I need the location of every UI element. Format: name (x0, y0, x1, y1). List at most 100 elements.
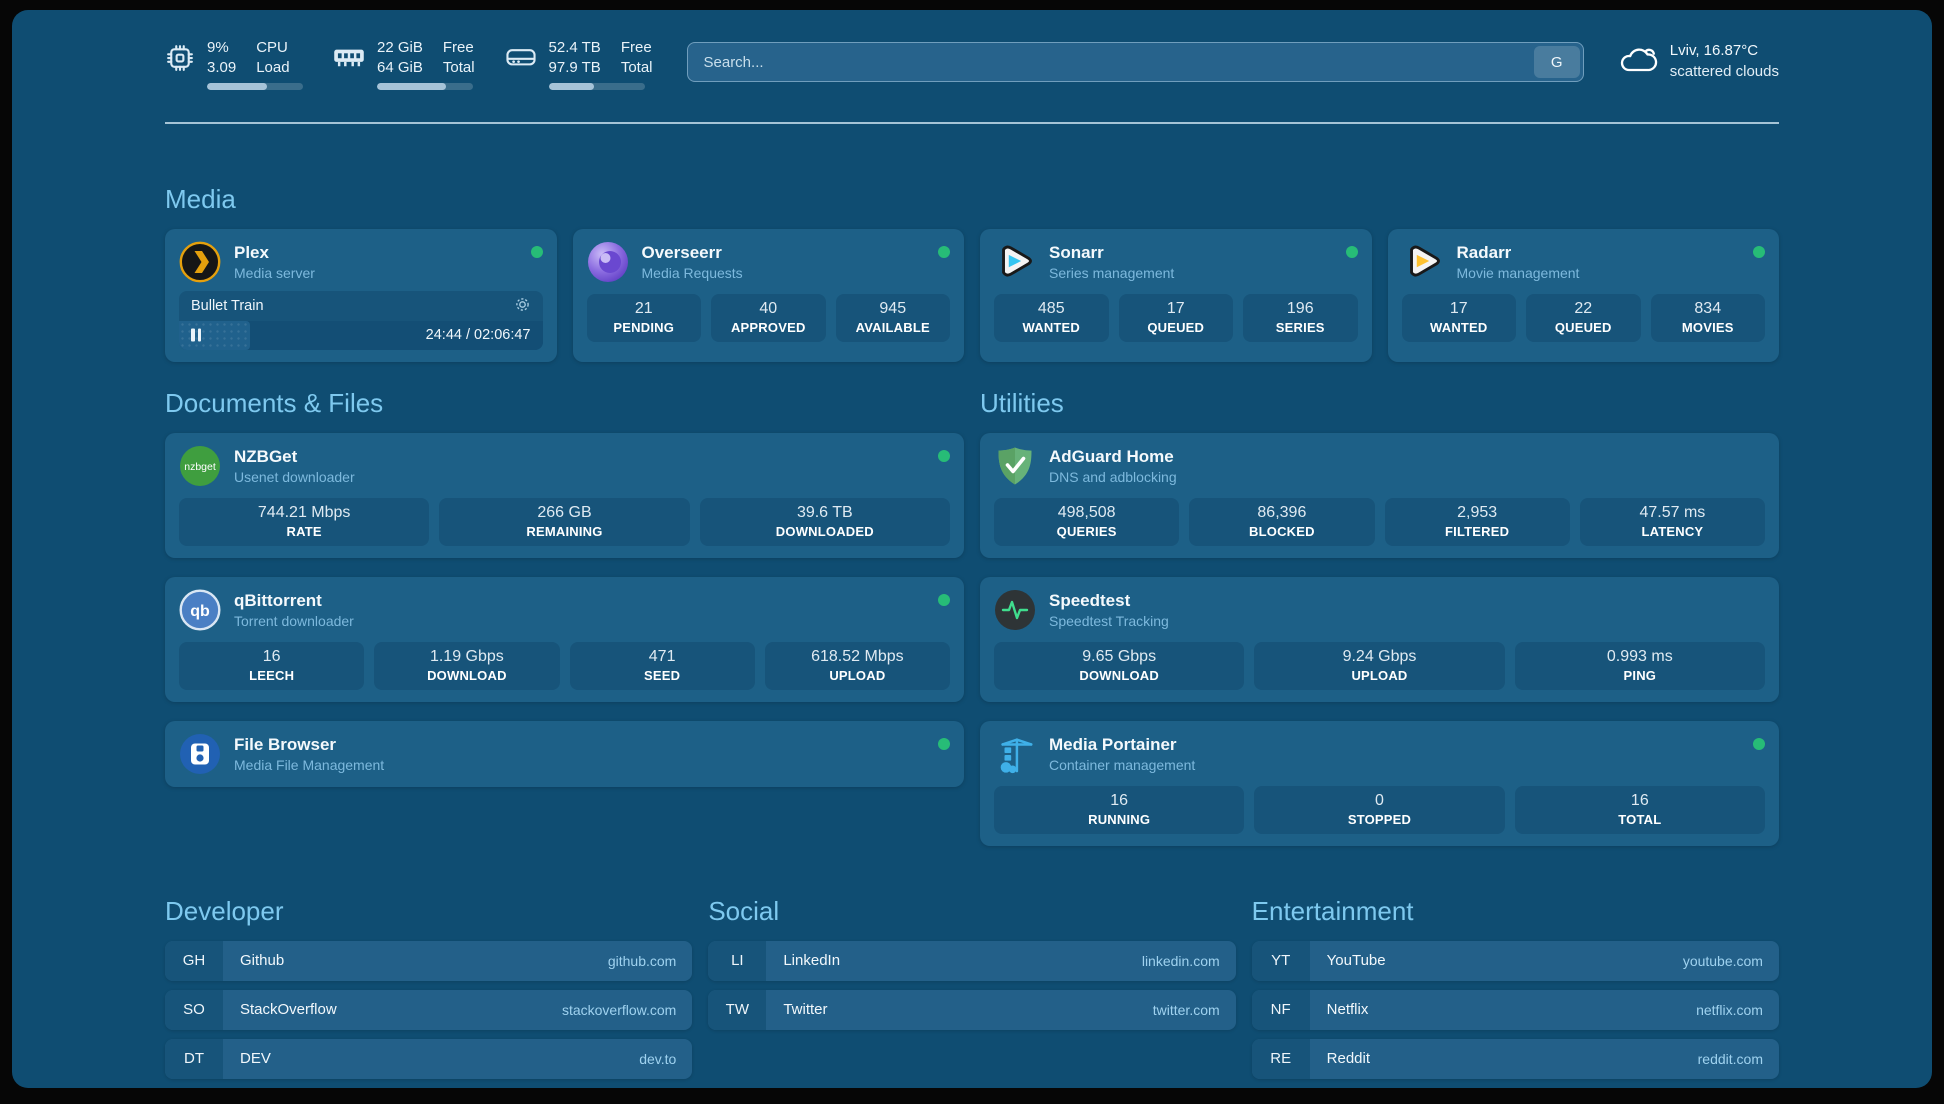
bookmark-abbr: GH (165, 940, 223, 981)
section-title-social: Social (708, 895, 780, 926)
app-subtitle: Series management (1049, 264, 1175, 281)
stat-leech: 16 LEECH (179, 641, 365, 690)
bookmark-url: netflix.com (1696, 1001, 1763, 1018)
weather-condition: scattered clouds (1669, 63, 1779, 80)
stat-ping: 0.993 ms PING (1514, 641, 1765, 690)
app-title: Radarr (1456, 242, 1512, 262)
weather-location-temp: Lviv, 16.87°C (1669, 42, 1759, 59)
section-title-utilities: Utilities (980, 387, 1064, 418)
bookmark-group-social: Social LI LinkedIn linkedin.com TW Twitt… (708, 895, 1236, 1088)
bookmark-url: github.com (607, 952, 677, 969)
section-title-documents: Documents & Files (165, 387, 384, 418)
app-card-portainer[interactable]: Media Portainer Container management 16 R… (980, 720, 1779, 846)
app-card-adguard[interactable]: AdGuard Home DNS and adblocking 498,508 Q… (980, 432, 1779, 558)
search-bar: G (686, 42, 1584, 82)
app-card-speedtest[interactable]: Speedtest Speedtest Tracking 9.65 Gbps DO… (980, 576, 1779, 702)
stat-download: 1.19 Gbps DOWNLOAD (374, 641, 560, 690)
app-title: File Browser (234, 734, 337, 754)
bookmark-youtube[interactable]: YT YouTube youtube.com (1251, 940, 1779, 981)
app-card-overseerr[interactable]: Overseerr Media Requests 21 PENDING 40 APP… (572, 228, 964, 362)
overseerr-icon (587, 241, 629, 283)
topbar-divider (165, 121, 1779, 124)
app-title: NZBGet (234, 446, 298, 466)
stat-queued: 22 QUEUED (1526, 293, 1641, 342)
stat-filtered: 2,953 FILTERED (1384, 497, 1570, 546)
bookmark-abbr: DT (165, 1038, 223, 1079)
stat-remaining: 266 GB REMAINING (439, 497, 690, 546)
filebrowser-icon (179, 733, 221, 775)
bookmark-name: DEV (240, 1050, 271, 1067)
app-subtitle: Container management (1049, 756, 1196, 773)
app-title: Overseerr (641, 242, 722, 262)
cloud-icon (1618, 43, 1658, 80)
bookmark-linkedin[interactable]: LI LinkedIn linkedin.com (708, 940, 1236, 981)
media-card-grid: Plex Media server Bullet Train (165, 228, 1779, 362)
top-bar: 9% 3.09 CPU Load (165, 10, 1779, 90)
disk-progress-bar (548, 82, 645, 90)
svg-text:nzbget: nzbget (184, 461, 216, 473)
status-online-dot (938, 245, 950, 258)
status-online-dot (938, 593, 950, 606)
bookmark-github[interactable]: GH Github github.com (165, 940, 693, 981)
stat-latency: 47.57 ms LATENCY (1579, 497, 1765, 546)
now-playing-title: Bullet Train (191, 298, 264, 314)
app-card-radarr[interactable]: Radarr Movie management 17 WANTED 22 QUEUE… (1387, 228, 1779, 362)
svg-text:qb: qb (190, 603, 210, 620)
bookmark-name: Reddit (1326, 1050, 1371, 1067)
stat-series: 196 SERIES (1243, 293, 1358, 342)
app-card-filebrowser[interactable]: File Browser Media File Management (165, 720, 964, 787)
bookmark-stackoverflow[interactable]: SO StackOverflow stackoverflow.com (165, 989, 693, 1030)
gear-icon[interactable] (514, 296, 531, 317)
bookmark-name: LinkedIn (783, 952, 841, 969)
bookmark-url: youtube.com (1682, 952, 1763, 969)
search-input[interactable] (687, 53, 1531, 71)
section-title-media: Media (165, 183, 236, 214)
app-card-qbittorrent[interactable]: qb qBittorrent Torrent downloader 16 LEEC… (165, 576, 964, 702)
ram-labels: Free Total (442, 39, 475, 77)
bookmark-group-entertainment: Entertainment YT YouTube youtube.com NF … (1251, 895, 1779, 1088)
bookmark-netflix[interactable]: NF Netflix netflix.com (1251, 989, 1779, 1030)
app-title: qBittorrent (234, 590, 322, 610)
bookmark-name: Github (240, 952, 285, 969)
bookmark-dev[interactable]: DT DEV dev.to (165, 1038, 693, 1079)
stat-running: 16 RUNNING (994, 785, 1245, 834)
bookmark-reddit[interactable]: RE Reddit reddit.com (1251, 1038, 1779, 1079)
radarr-icon (1402, 241, 1444, 283)
bookmark-url: stackoverflow.com (561, 1001, 677, 1018)
system-stats: 9% 3.09 CPU Load (165, 38, 653, 90)
weather-widget[interactable]: Lviv, 16.87°C scattered clouds (1618, 40, 1779, 82)
stat-upload: 618.52 Mbps UPLOAD (764, 641, 950, 690)
cpu-values: 9% 3.09 (207, 39, 237, 77)
documents-column: Documents & Files nzbget NZBGet U (165, 362, 964, 846)
section-title-entertainment: Entertainment (1251, 895, 1414, 926)
app-subtitle: DNS and adblocking (1049, 468, 1177, 485)
app-title: AdGuard Home (1049, 446, 1174, 466)
status-online-dot (938, 737, 950, 750)
app-card-nzbget[interactable]: nzbget NZBGet Usenet downloader 744.21 M… (165, 432, 964, 558)
bookmark-abbr: TW (708, 989, 767, 1030)
stat-movies: 834 MOVIES (1650, 293, 1765, 342)
search-engine-button[interactable]: G (1533, 46, 1580, 78)
bookmark-twitter[interactable]: TW Twitter twitter.com (708, 989, 1236, 1030)
status-online-dot (1753, 737, 1765, 750)
status-online-dot (1345, 245, 1358, 258)
app-subtitle: Media File Management (234, 756, 385, 773)
app-subtitle: Media server (234, 264, 315, 281)
bookmark-abbr: NF (1251, 989, 1310, 1030)
bookmark-abbr: LI (708, 940, 767, 981)
status-online-dot (938, 449, 950, 462)
section-title-developer: Developer (165, 895, 284, 926)
pause-icon[interactable] (191, 328, 201, 342)
stat-seed: 471 SEED (569, 641, 755, 690)
ram-progress-bar (377, 82, 473, 90)
stat-queries: 498,508 QUERIES (994, 497, 1180, 546)
stat-total: 16 TOTAL (1514, 785, 1765, 834)
disk-values: 52.4 TB 97.9 TB (548, 39, 601, 77)
app-subtitle: Movie management (1456, 264, 1580, 281)
plex-now-playing: Bullet Train 24:44 / 02:06:47 (179, 290, 543, 350)
playback-time: 24:44 / 02:06:47 (425, 327, 531, 343)
app-card-sonarr[interactable]: Sonarr Series management 485 WANTED 17 QUE… (980, 228, 1372, 362)
playback-progress-bar[interactable]: 24:44 / 02:06:47 (179, 320, 543, 350)
app-card-plex[interactable]: Plex Media server Bullet Train (165, 228, 557, 362)
cpu-labels: CPU Load (256, 39, 290, 77)
